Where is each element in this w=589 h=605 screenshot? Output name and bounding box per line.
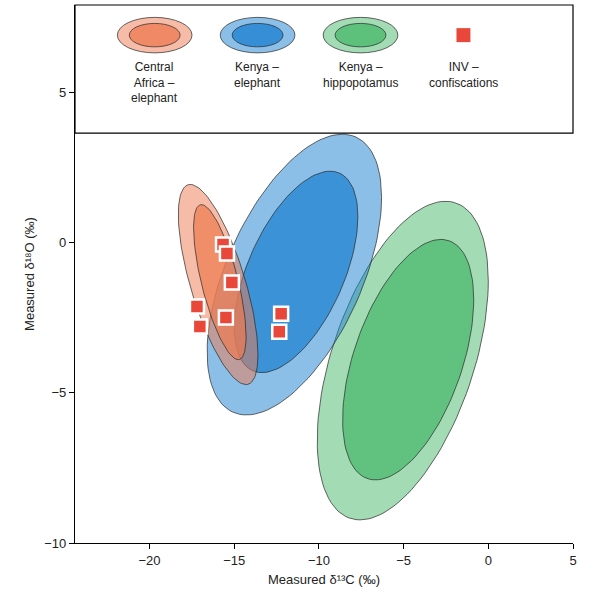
svg-text:−5: −5 (396, 553, 411, 568)
svg-text:Kenya –elephant: Kenya –elephant (234, 60, 281, 90)
svg-text:−20: −20 (138, 553, 160, 568)
svg-text:5: 5 (59, 85, 66, 100)
svg-text:0: 0 (59, 235, 66, 250)
svg-text:−10: −10 (44, 536, 66, 551)
svg-text:−10: −10 (308, 553, 330, 568)
svg-text:Measured δ¹³C (‰): Measured δ¹³C (‰) (268, 572, 380, 587)
svg-text:CentralAfrica –elephant: CentralAfrica –elephant (131, 60, 178, 105)
svg-text:Measured δ¹⁸O (‰): Measured δ¹⁸O (‰) (22, 217, 37, 331)
svg-text:−5: −5 (51, 385, 66, 400)
svg-text:Kenya –hippopotamus: Kenya –hippopotamus (323, 60, 398, 90)
svg-text:−15: −15 (223, 553, 245, 568)
svg-text:0: 0 (485, 553, 492, 568)
svg-text:5: 5 (569, 553, 576, 568)
svg-text:INV –confiscations: INV –confiscations (429, 60, 498, 90)
